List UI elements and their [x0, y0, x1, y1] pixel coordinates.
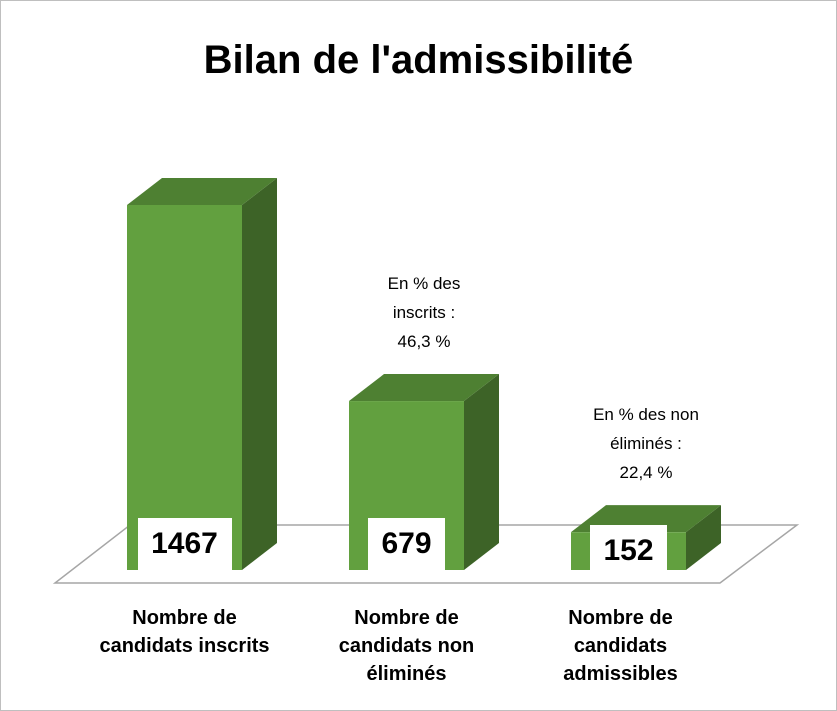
- data-label: 679: [368, 518, 445, 570]
- bar-top: [127, 178, 277, 205]
- data-label: 1467: [137, 518, 232, 570]
- x-tick-label: Nombre de candidats non éliminés: [338, 607, 475, 685]
- bar-side: [464, 374, 499, 570]
- annotation: En % des inscrits : 46,3 %: [387, 274, 461, 352]
- bar: [127, 205, 242, 570]
- bar-side: [242, 178, 277, 570]
- data-label: 152: [590, 525, 667, 578]
- bar-top: [349, 374, 499, 402]
- x-tick-label: Nombre de candidats inscrits: [99, 607, 270, 657]
- chart-title: Bilan de l'admissibilité: [203, 38, 634, 82]
- annotation: En % des non éliminés : 22,4 %: [593, 405, 699, 483]
- x-tick-label: Nombre de candidats admissibles: [563, 607, 678, 685]
- bar-side: [686, 505, 721, 570]
